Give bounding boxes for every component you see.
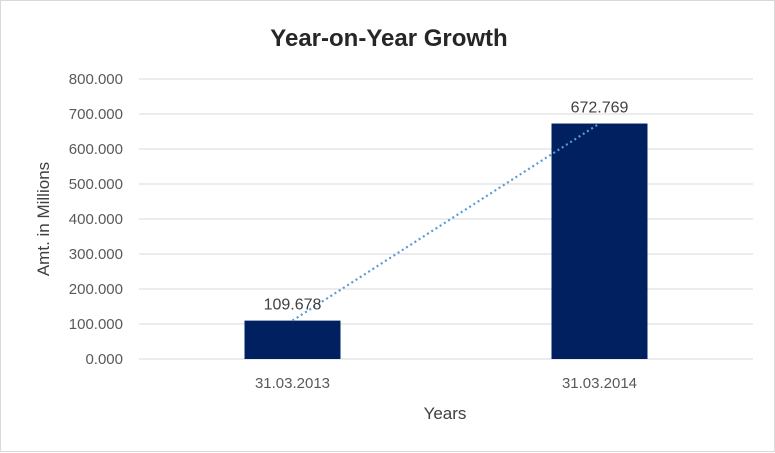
y-tick-label: 600.000 <box>69 141 123 158</box>
data-label: 109.678 <box>264 297 322 314</box>
y-tick-label: 0.000 <box>85 351 123 368</box>
y-axis-label: Amt. in Millions <box>34 162 53 276</box>
y-tick-label: 100.000 <box>69 316 123 333</box>
data-label: 672.769 <box>571 100 629 117</box>
y-tick-label: 500.000 <box>69 176 123 193</box>
y-tick-label: 200.000 <box>69 281 123 298</box>
bar <box>551 123 648 359</box>
x-tick-label: 31.03.2014 <box>562 375 637 392</box>
x-axis-label: Years <box>424 404 467 423</box>
y-tick-label: 800.000 <box>69 71 123 88</box>
y-tick-label: 300.000 <box>69 246 123 263</box>
x-tick-label: 31.03.2013 <box>255 375 330 392</box>
y-tick-label: 400.000 <box>69 211 123 228</box>
trendline <box>291 122 601 322</box>
y-tick-label: 700.000 <box>69 106 123 123</box>
chart-title: Year-on-Year Growth <box>270 25 507 52</box>
bar <box>244 320 341 359</box>
